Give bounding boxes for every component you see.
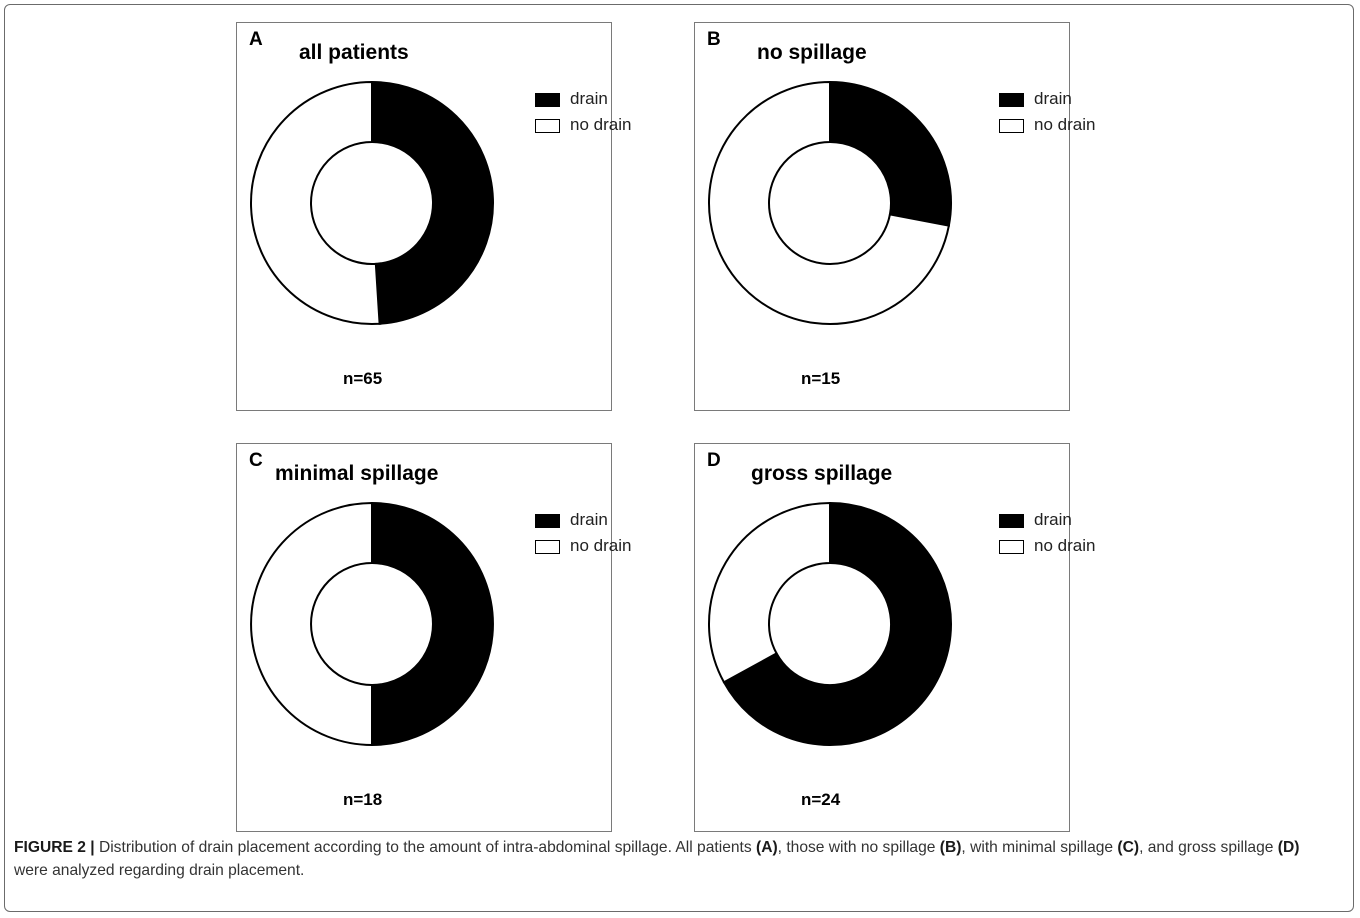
figure-caption: FIGURE 2 | Distribution of drain placeme… xyxy=(14,836,1334,882)
caption-part: (C) xyxy=(1117,839,1140,856)
donut-chart-b xyxy=(708,80,952,325)
caption-part: (A) xyxy=(756,839,778,856)
donut-slice-no-drain xyxy=(249,80,381,325)
sample-size-label: n=24 xyxy=(801,790,841,809)
donut-slice-no-drain xyxy=(708,501,831,684)
legend-label-no-drain: no drain xyxy=(1034,115,1096,134)
donut-chart-a xyxy=(249,80,494,325)
legend-label-drain: drain xyxy=(570,89,608,108)
legend-swatch-no-drain xyxy=(999,540,1024,554)
donut-slice-drain xyxy=(829,80,952,227)
sample-size-label: n=18 xyxy=(343,790,383,809)
caption-part: were analyzed regarding drain placement. xyxy=(14,862,305,879)
panel-title: minimal spillage xyxy=(275,462,439,485)
donut-slice-no-drain xyxy=(250,501,373,747)
panel-letter: B xyxy=(707,29,721,50)
legend-swatch-no-drain xyxy=(999,119,1024,133)
legend-label-no-drain: no drain xyxy=(570,536,632,555)
donut-slice-no-drain xyxy=(708,80,951,325)
panel-title: gross spillage xyxy=(751,462,893,485)
panel-title: all patients xyxy=(299,41,409,64)
caption-part: Distribution of drain placement accordin… xyxy=(94,839,756,856)
legend-swatch-drain xyxy=(999,514,1024,528)
donut-chart-c xyxy=(250,501,494,747)
legend-swatch-no-drain xyxy=(535,540,560,554)
figure-frame xyxy=(4,4,1354,912)
donut-chart-d xyxy=(708,501,952,746)
panel-b: B no spillage drain no drain n=15 xyxy=(694,22,1095,411)
donut-slice-drain xyxy=(722,501,952,746)
panel-letter: C xyxy=(249,450,263,471)
sample-size-label: n=65 xyxy=(343,369,383,388)
legend-label-drain: drain xyxy=(1034,89,1072,108)
panel-a: A all patients drain no drain n=65 xyxy=(236,22,631,411)
legend-label-no-drain: no drain xyxy=(1034,536,1096,555)
legend-label-drain: drain xyxy=(570,510,608,529)
legend-swatch-no-drain xyxy=(535,119,560,133)
legend-swatch-drain xyxy=(535,514,560,528)
legend-swatch-drain xyxy=(535,93,560,107)
donut-slice-drain xyxy=(371,80,494,325)
legend-label-no-drain: no drain xyxy=(570,115,632,134)
legend-label-drain: drain xyxy=(1034,510,1072,529)
caption-part: (D) xyxy=(1277,839,1300,856)
donut-slice-drain xyxy=(371,501,494,747)
panel-letter: A xyxy=(249,29,263,50)
caption-part: (B) xyxy=(939,839,962,856)
caption-part: , with minimal spillage xyxy=(961,839,1118,856)
panel-letter: D xyxy=(707,450,721,471)
legend-swatch-drain xyxy=(999,93,1024,107)
caption-label: FIGURE 2 | xyxy=(14,839,95,856)
caption-part: , those with no spillage xyxy=(777,839,940,856)
sample-size-label: n=15 xyxy=(801,369,841,388)
panel-c: C minimal spillage drain no drain n=18 xyxy=(236,443,631,832)
panel-d: D gross spillage drain no drain n=24 xyxy=(694,443,1095,832)
caption-part: , and gross spillage xyxy=(1139,839,1278,856)
panel-title: no spillage xyxy=(757,41,867,64)
